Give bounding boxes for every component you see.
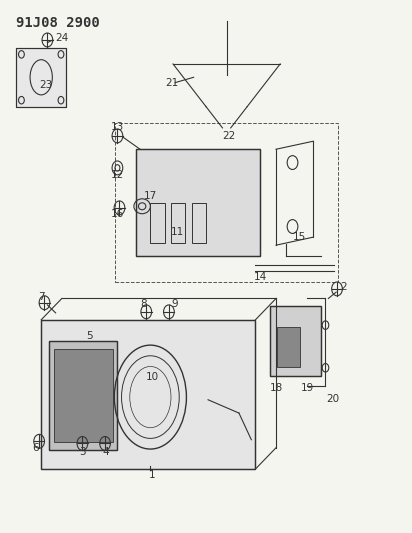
Text: 19: 19	[301, 383, 314, 393]
Text: 17: 17	[143, 191, 157, 201]
Bar	[150, 203, 165, 243]
Bar	[49, 341, 117, 450]
Text: 14: 14	[253, 272, 267, 282]
Text: 5: 5	[86, 331, 92, 341]
Bar	[136, 149, 260, 256]
Text: 8: 8	[140, 299, 147, 309]
Text: 18: 18	[270, 383, 283, 393]
Text: 1: 1	[148, 471, 155, 480]
Bar	[54, 349, 113, 442]
Bar	[270, 306, 321, 376]
Text: 9: 9	[171, 299, 178, 309]
Bar	[16, 48, 66, 107]
Bar	[171, 203, 185, 243]
Text: 11: 11	[171, 227, 184, 237]
Text: 15: 15	[293, 232, 306, 242]
Text: 6: 6	[32, 443, 39, 453]
Text: 23: 23	[39, 80, 52, 90]
Text: 20: 20	[327, 394, 340, 403]
Text: 2: 2	[340, 282, 347, 292]
Bar	[192, 203, 206, 243]
Bar	[41, 320, 255, 469]
Text: 91J08 2900: 91J08 2900	[16, 16, 100, 30]
Text: 10: 10	[146, 372, 159, 382]
Text: 13: 13	[111, 122, 124, 132]
Bar	[49, 341, 117, 450]
Text: 21: 21	[165, 78, 178, 87]
Bar	[270, 306, 321, 376]
Bar	[277, 327, 300, 367]
Bar	[41, 320, 255, 469]
Text: 7: 7	[38, 292, 44, 302]
Text: 3: 3	[79, 447, 86, 457]
Bar	[16, 48, 66, 107]
Bar	[115, 123, 338, 282]
Text: 12: 12	[111, 170, 124, 180]
Text: 24: 24	[56, 34, 69, 43]
Text: 16: 16	[110, 209, 124, 219]
Bar	[136, 149, 260, 256]
Text: 4: 4	[102, 447, 109, 457]
Text: 22: 22	[222, 131, 236, 141]
